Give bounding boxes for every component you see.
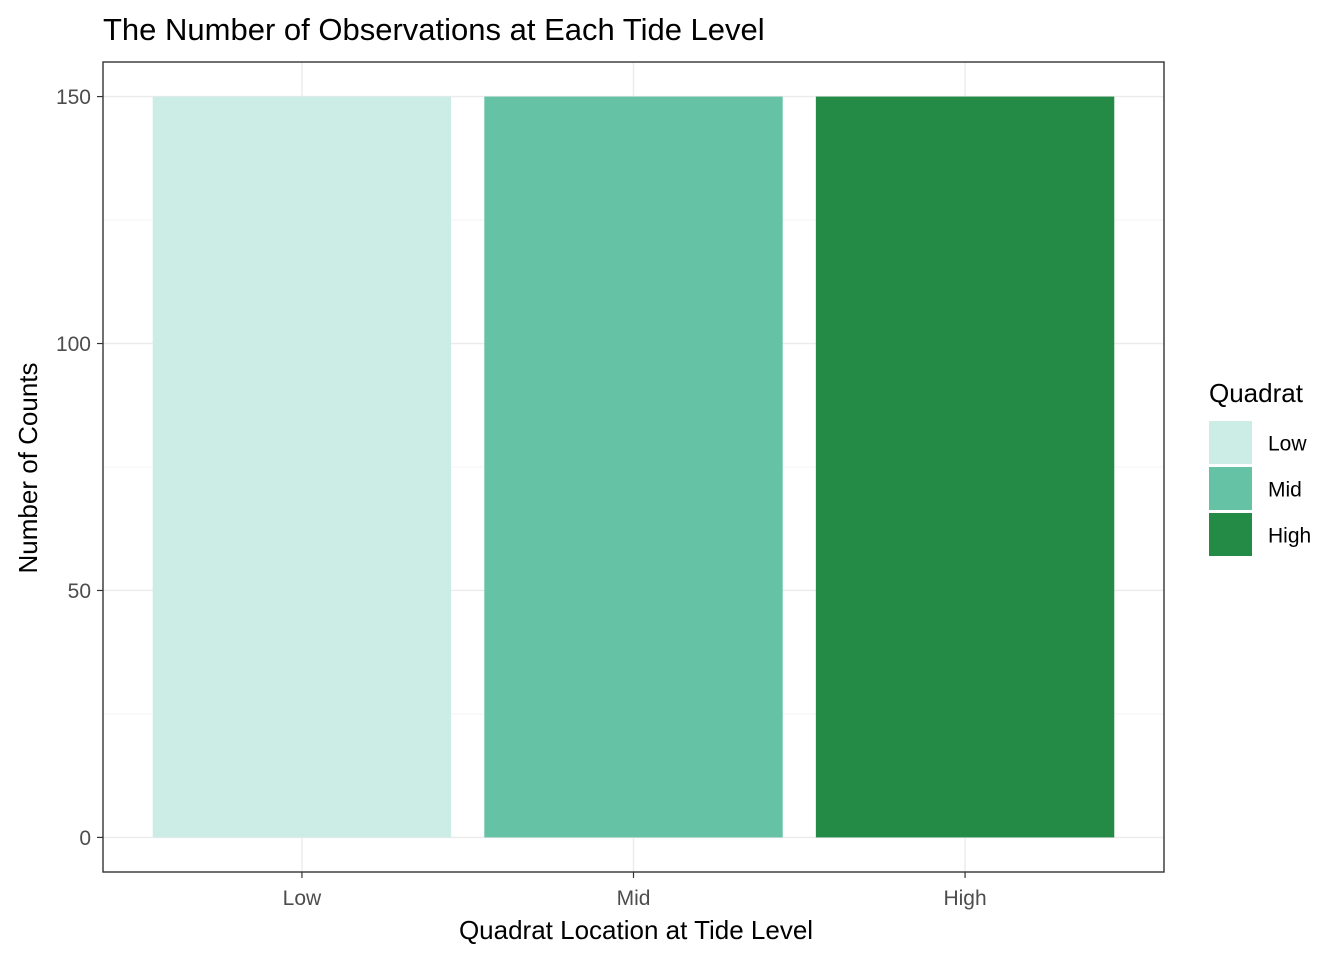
- legend-entries: Low Mid High: [1209, 421, 1311, 556]
- y-axis-title: Number of Counts: [13, 363, 43, 574]
- x-tick-label: High: [943, 887, 986, 910]
- legend-key-low: [1209, 421, 1252, 464]
- y-tick-label: 0: [79, 827, 91, 850]
- bars: [152, 96, 1115, 838]
- y-tick-label: 150: [56, 86, 91, 109]
- legend-label-high: High: [1268, 525, 1311, 548]
- legend: Quadrat Low Mid High: [1209, 378, 1311, 556]
- legend-label-low: Low: [1268, 433, 1307, 456]
- x-tick-label: Mid: [617, 887, 651, 910]
- legend-label-mid: Mid: [1268, 479, 1302, 502]
- legend-title: Quadrat: [1209, 378, 1304, 408]
- legend-key-high: [1209, 513, 1252, 556]
- bar-high: [815, 96, 1115, 838]
- bar-low: [152, 96, 452, 838]
- x-tick-label: Low: [283, 887, 322, 910]
- x-axis-title: Quadrat Location at Tide Level: [459, 915, 813, 945]
- bar-mid: [484, 96, 783, 838]
- y-tick-label: 50: [68, 580, 91, 603]
- axis-ticks: 0 50 100 150 Low Mid High: [56, 86, 987, 910]
- legend-key-mid: [1209, 467, 1252, 510]
- chart-title: The Number of Observations at Each Tide …: [103, 12, 765, 47]
- y-tick-label: 100: [56, 333, 91, 356]
